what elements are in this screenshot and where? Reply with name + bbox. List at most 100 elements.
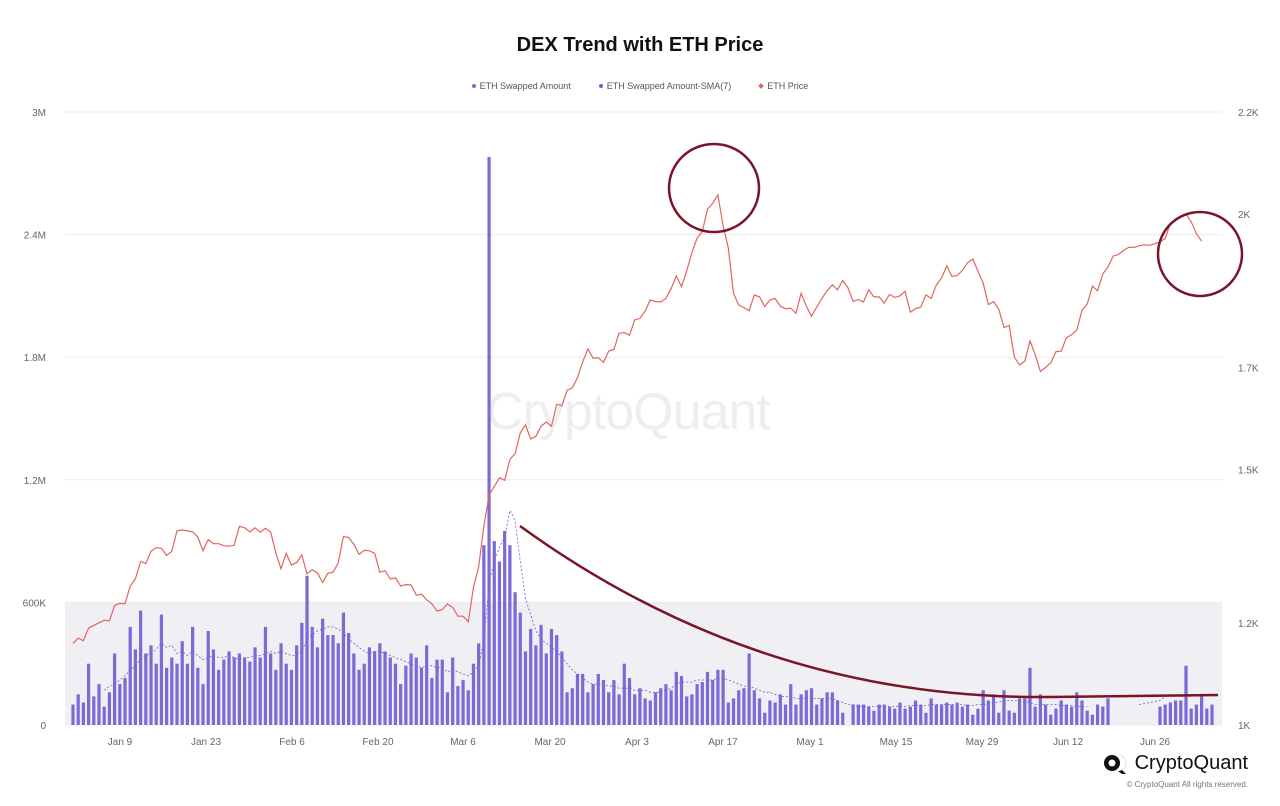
swapped-bar xyxy=(1095,704,1100,725)
swapped-bar xyxy=(388,657,392,725)
swapped-bar xyxy=(1002,690,1006,725)
swapped-bar xyxy=(529,628,533,725)
swapped-bar xyxy=(175,663,179,725)
swapped-bar xyxy=(419,667,424,725)
swapped-bar xyxy=(404,665,408,725)
swapped-bar xyxy=(799,694,803,725)
swapped-bar xyxy=(669,690,673,725)
cryptoquant-logo-icon xyxy=(1103,754,1126,774)
swapped-bar xyxy=(882,704,886,725)
swapped-bar xyxy=(461,680,465,725)
swapped-bar xyxy=(825,692,829,725)
annotation-circle-recent xyxy=(1156,210,1244,298)
swapped-bar xyxy=(737,690,741,725)
swapped-bar xyxy=(310,626,314,725)
swapped-bar xyxy=(835,700,840,725)
swapped-bar xyxy=(102,706,106,725)
legend-sma-marker-icon xyxy=(598,84,603,88)
swapped-bar xyxy=(653,692,658,725)
swapped-bar xyxy=(560,651,564,725)
swapped-bar xyxy=(945,702,949,725)
swapped-bar xyxy=(487,156,491,725)
swapped-bar xyxy=(581,673,585,725)
swapped-bar xyxy=(1038,694,1042,725)
swapped-bar xyxy=(1158,706,1162,725)
legend-item-sma[interactable]: ETH Swapped Amount-SMA(7) xyxy=(598,81,732,91)
swapped-bar xyxy=(960,706,964,725)
swapped-bar xyxy=(1075,692,1079,725)
x-tick-label: Jan 9 xyxy=(108,737,133,748)
x-tick-label: May 1 xyxy=(796,737,824,748)
swapped-bar xyxy=(534,645,538,725)
swapped-bar xyxy=(362,663,366,725)
swapped-bar xyxy=(300,622,304,725)
brand[interactable]: CryptoQuant xyxy=(1103,750,1248,776)
swapped-bar xyxy=(315,647,320,725)
eth-price-series-line xyxy=(72,193,1203,644)
swapped-bar xyxy=(893,708,897,725)
swapped-bar xyxy=(929,698,933,725)
swapped-bar xyxy=(976,708,980,725)
swapped-bar xyxy=(664,684,668,725)
swapped-bar xyxy=(331,635,335,725)
swapped-bar xyxy=(1189,708,1193,725)
chart-title: DEX Trend with ETH Price xyxy=(516,34,764,56)
swapped-bar xyxy=(357,669,361,725)
swapped-bar xyxy=(253,647,257,725)
swapped-bar xyxy=(414,657,418,725)
swapped-bar xyxy=(773,702,777,725)
legend-swapped-label: ETH Swapped Amount xyxy=(479,81,571,91)
legend-item-price[interactable]: ETH Price xyxy=(758,81,808,91)
y-left-tick-label: 2.4M xyxy=(24,231,46,242)
swapped-bar xyxy=(679,675,684,725)
swapped-bar xyxy=(263,626,268,725)
swapped-bar xyxy=(1017,698,1022,725)
swapped-bar xyxy=(1049,714,1053,725)
swapped-bar xyxy=(612,680,616,725)
swapped-bar xyxy=(965,704,970,725)
swapped-bar xyxy=(341,612,346,725)
grid-layer xyxy=(65,111,1222,726)
swapped-bar xyxy=(539,624,543,725)
x-tick-label: Jun 26 xyxy=(1140,737,1170,748)
swapped-bar xyxy=(1173,700,1178,725)
swapped-bar xyxy=(1054,708,1058,725)
swapped-bar xyxy=(149,645,153,725)
swapped-bar xyxy=(107,692,112,725)
y-left-tick-label: 1.2M xyxy=(24,476,46,487)
legend-swapped-marker-icon xyxy=(471,84,476,88)
swapped-bar xyxy=(950,704,954,725)
swapped-bar xyxy=(887,706,892,725)
swapped-bar xyxy=(123,678,127,725)
swapped-bar xyxy=(815,704,819,725)
x-tick-label: Jan 23 xyxy=(191,737,221,748)
swapped-bar xyxy=(898,702,902,725)
swapped-bar xyxy=(856,704,860,725)
swapped-bar xyxy=(742,688,746,725)
legend-item-swapped[interactable]: ETH Swapped Amount xyxy=(471,81,571,91)
swapped-bar xyxy=(336,643,340,725)
swapped-bar xyxy=(981,690,985,725)
swapped-bar xyxy=(1163,704,1167,725)
swapped-bar xyxy=(908,706,912,725)
swapped-bar xyxy=(705,671,710,725)
swapped-bar xyxy=(627,678,632,725)
swapped-bar xyxy=(232,657,236,725)
swapped-bar xyxy=(258,657,262,725)
swapped-bar xyxy=(1012,712,1016,725)
swapped-bar xyxy=(227,651,231,725)
swapped-bar xyxy=(144,653,148,725)
swapped-bar xyxy=(622,663,626,725)
swapped-bar xyxy=(1106,698,1110,725)
legend-sma-label: ETH Swapped Amount-SMA(7) xyxy=(606,81,732,91)
swapped-bar xyxy=(471,663,476,725)
swapped-bar xyxy=(409,653,413,725)
swapped-bar xyxy=(284,663,288,725)
swapped-bar xyxy=(383,651,387,725)
swapped-bar xyxy=(503,530,507,725)
swapped-bar xyxy=(1023,698,1027,725)
x-tick-label: Apr 17 xyxy=(708,737,738,748)
swapped-bar xyxy=(1179,700,1183,725)
swapped-bar xyxy=(991,694,996,725)
swapped-bar xyxy=(872,710,876,725)
